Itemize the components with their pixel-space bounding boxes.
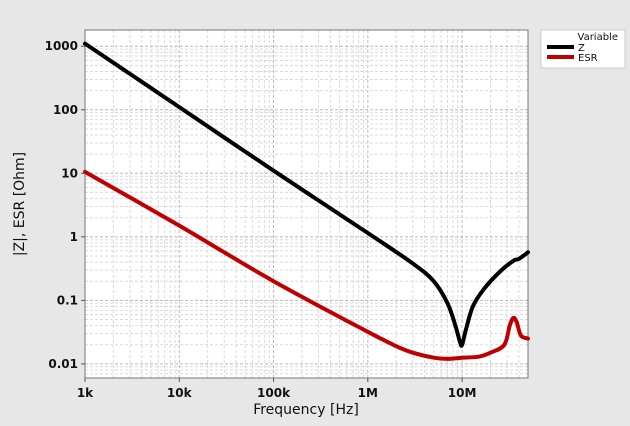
y-axis: 0.01 0.1 1 10 100 1000 [45, 39, 85, 371]
series-layer [83, 41, 530, 361]
x-tick-label: 10k [167, 386, 193, 400]
y-tick-label: 10 [61, 166, 78, 180]
x-tick-label: 1M [358, 386, 378, 400]
legend-label-z: Z [578, 43, 585, 54]
y-axis-title: |Z|, ESR [Ohm] [12, 152, 28, 256]
y-tick-label: 100 [53, 103, 78, 117]
y-tick-label: 0.01 [48, 357, 78, 371]
plot-frame [84, 29, 529, 379]
series-line-esr [83, 169, 530, 361]
x-tick-label: 1k [77, 386, 94, 400]
y-tick-label: 0.1 [57, 293, 78, 307]
x-axis: 1k 10k 100k 1M 10M [77, 378, 477, 400]
y-tick-label: 1 [70, 230, 78, 244]
x-tick-label: 10M [448, 386, 477, 400]
x-axis-title: Frequency [Hz] [253, 402, 359, 418]
x-tick-label: 100k [257, 386, 291, 400]
series-line-z [83, 41, 530, 348]
legend-label-esr: ESR [578, 53, 598, 64]
legend-title: Variable [578, 32, 619, 43]
legend: Variable Z ESR [540, 29, 626, 69]
y-tick-label: 1000 [45, 39, 78, 53]
